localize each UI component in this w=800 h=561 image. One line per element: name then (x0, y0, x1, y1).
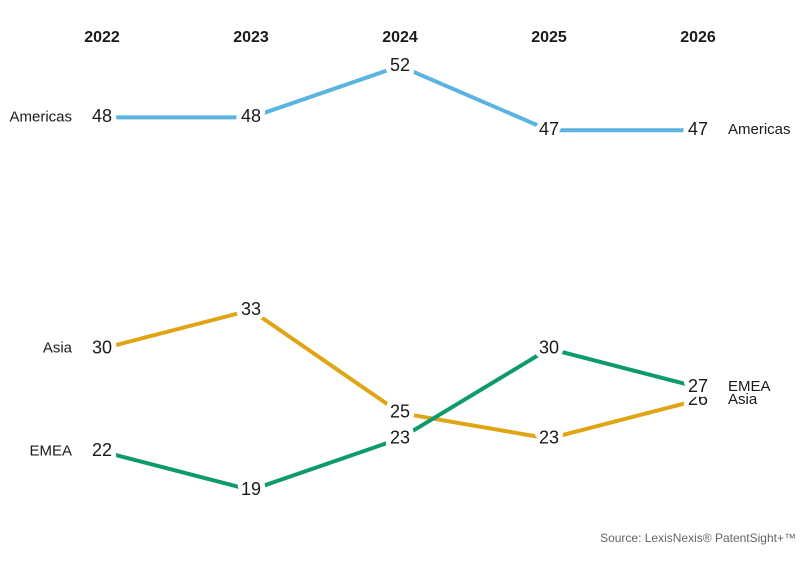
value-label: 22 (92, 440, 112, 460)
series-name-right: Americas (728, 121, 791, 138)
value-label: 25 (390, 402, 410, 422)
value-label: 30 (539, 337, 559, 357)
series-name-left: Americas (9, 108, 72, 125)
year-label: 2023 (233, 29, 269, 46)
labels: 48 48 52 47 47 Americas Americas 30 33 25 23 26 Asia… (9, 50, 791, 504)
value-label: 23 (539, 427, 559, 447)
value-label: 30 (92, 337, 112, 357)
lines (101, 63, 699, 493)
value-label: 48 (241, 106, 261, 126)
value-label: 52 (390, 55, 410, 75)
value-label: 23 (390, 427, 410, 447)
series-line (101, 307, 699, 441)
value-label: 19 (241, 479, 261, 499)
year-label: 2026 (680, 29, 716, 46)
series-name-right: EMEA (728, 378, 771, 395)
value-label: 33 (241, 299, 261, 319)
value-label: 47 (539, 119, 559, 139)
value-label: 26 (688, 389, 708, 409)
series-line (102, 63, 698, 133)
source-note: Source: LexisNexis® PatentSight+™ (600, 531, 796, 545)
year-label: 2025 (531, 29, 567, 46)
series-name-right: Asia (728, 391, 758, 408)
value-label: 47 (688, 119, 708, 139)
value-label: 27 (688, 376, 708, 396)
value-label: 48 (92, 106, 112, 126)
series-line (101, 346, 699, 493)
series-name-left: Asia (43, 340, 73, 357)
year-label: 2022 (84, 29, 120, 46)
year-label: 2024 (382, 29, 418, 46)
series-name-left: EMEA (29, 442, 72, 459)
